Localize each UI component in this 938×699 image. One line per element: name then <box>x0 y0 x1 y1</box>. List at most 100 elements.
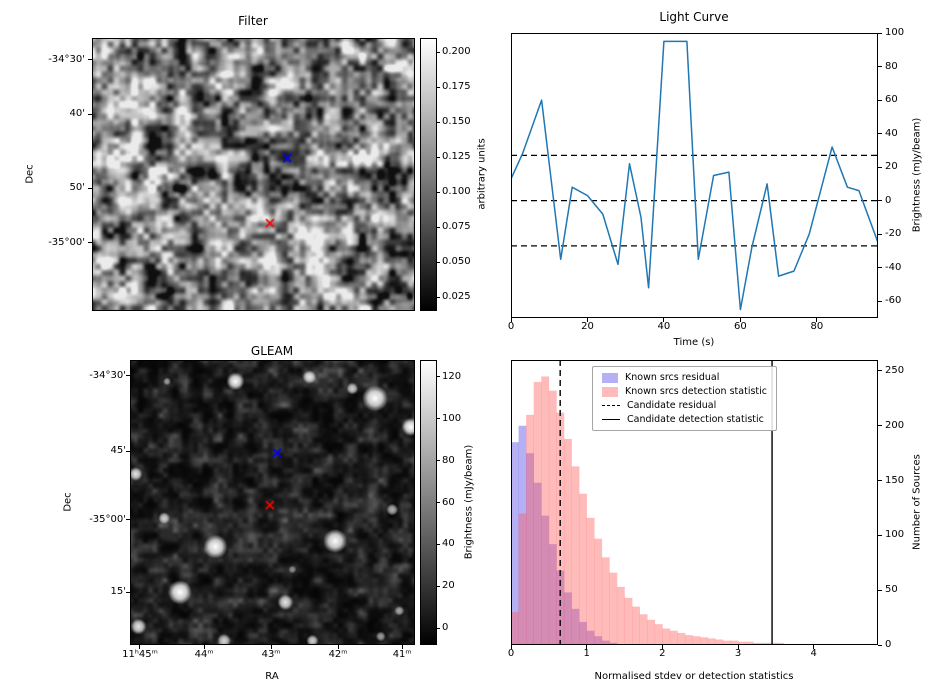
tick-mark <box>437 502 440 503</box>
tick-label: 4 <box>810 648 817 659</box>
tick-mark <box>437 376 440 378</box>
histogram-plot <box>511 360 878 645</box>
tick-mark <box>816 318 818 322</box>
tick-label: 11ʰ45ᵐ <box>122 649 158 660</box>
tick-label: 0 <box>442 622 449 634</box>
gleam-colorbar <box>420 360 437 645</box>
histogram-xlabel: Normalised stdev or detection statistics <box>594 671 794 682</box>
tick-label: 0.150 <box>442 116 471 127</box>
legend-label-candidate-detection: Candidate detection statistic <box>627 414 764 425</box>
tick-label: -20 <box>885 228 902 240</box>
tick-mark <box>337 645 339 649</box>
tick-label: 41ᵐ <box>392 649 412 660</box>
tick-mark <box>437 261 440 263</box>
tick-label: 200 <box>885 419 905 431</box>
tick-label: 15' <box>110 586 126 598</box>
tick-label: 43ᵐ <box>261 649 281 660</box>
tick-label: 20 <box>581 321 594 332</box>
tick-label: -60 <box>885 295 902 307</box>
tick-label: 0 <box>885 639 892 650</box>
tick-label: 0.100 <box>442 186 471 197</box>
tick-label: 60 <box>442 496 455 508</box>
tick-mark <box>878 200 882 202</box>
tick-mark <box>878 166 882 168</box>
tick-mark <box>586 645 588 649</box>
legend-item-known-residual: Known srcs residual <box>602 372 767 383</box>
tick-mark <box>88 242 92 244</box>
tick-label: 40 <box>657 321 671 332</box>
tick-label: 1 <box>583 648 590 659</box>
tick-label: 0.175 <box>442 81 471 92</box>
tick-mark <box>437 121 440 123</box>
tick-label: 60 <box>885 94 898 106</box>
gleam-ra-xlabel: RA <box>265 671 279 682</box>
lightcurve-xlabel: Time (s) <box>673 337 715 348</box>
tick-mark <box>437 51 440 53</box>
tick-mark <box>510 645 512 649</box>
tick-mark <box>88 59 92 61</box>
tick-mark <box>878 267 882 269</box>
tick-label: -40 <box>885 261 902 273</box>
tick-label: 40 <box>885 127 898 139</box>
tick-mark <box>878 534 882 536</box>
tick-label: 44ᵐ <box>194 649 214 660</box>
tick-mark <box>401 645 403 649</box>
tick-label: 80 <box>810 321 824 332</box>
filter-image <box>92 38 415 311</box>
tick-mark <box>878 66 882 68</box>
tick-mark <box>139 645 141 649</box>
legend-label-candidate-residual: Candidate residual <box>627 400 717 411</box>
tick-label: 100 <box>442 412 462 424</box>
gleam-dec-ylabel: Dec <box>62 492 74 512</box>
tick-mark <box>586 318 588 322</box>
tick-label: 0 <box>507 648 515 659</box>
tick-mark <box>737 645 739 649</box>
histogram-ylabel: Number of Sources <box>911 454 923 550</box>
tick-label: 120 <box>442 370 462 382</box>
legend-swatch-residual <box>602 372 618 383</box>
tick-mark <box>878 99 882 101</box>
tick-mark <box>739 318 741 322</box>
tick-label: 0.200 <box>442 46 471 57</box>
tick-label: -35°00' <box>89 513 126 525</box>
tick-mark <box>437 627 440 629</box>
tick-label: 20 <box>442 580 455 592</box>
tick-label: 50 <box>885 584 898 596</box>
gleam-title: GLEAM <box>250 344 294 358</box>
tick-mark <box>878 300 882 302</box>
tick-mark <box>437 460 440 462</box>
tick-mark <box>661 645 663 649</box>
tick-mark <box>126 519 130 521</box>
tick-mark <box>437 585 440 587</box>
legend-label-known-detection: Known srcs detection statistic <box>625 386 767 397</box>
tick-label: 150 <box>885 474 905 486</box>
tick-mark <box>88 113 92 115</box>
tick-label: 40 <box>442 538 455 550</box>
tick-label: -34°30' <box>48 53 85 65</box>
tick-mark <box>878 589 882 591</box>
tick-mark <box>88 187 92 189</box>
tick-mark <box>437 191 440 193</box>
tick-label: 0 <box>507 321 515 332</box>
tick-label: 60 <box>734 321 747 332</box>
tick-mark <box>813 645 815 649</box>
tick-label: 100 <box>885 529 905 541</box>
lightcurve-ylabel: Brightness (mJy/beam) <box>911 117 923 233</box>
legend-label-known-residual: Known srcs residual <box>625 372 720 383</box>
tick-label: 45' <box>110 445 126 457</box>
tick-mark <box>878 233 882 235</box>
tick-mark <box>126 375 130 377</box>
tick-mark <box>437 86 440 88</box>
tick-mark <box>878 133 882 135</box>
tick-mark <box>437 296 440 298</box>
tick-mark <box>126 591 130 593</box>
filter-title: Filter <box>238 14 268 28</box>
legend-item-known-detection: Known srcs detection statistic <box>602 386 767 397</box>
tick-mark <box>878 32 882 34</box>
legend: Known srcs residual Known srcs detection… <box>592 366 777 431</box>
gleam-image <box>130 360 415 645</box>
tick-label: 40' <box>69 108 85 120</box>
tick-mark <box>878 480 882 482</box>
tick-label: 80 <box>442 454 455 466</box>
